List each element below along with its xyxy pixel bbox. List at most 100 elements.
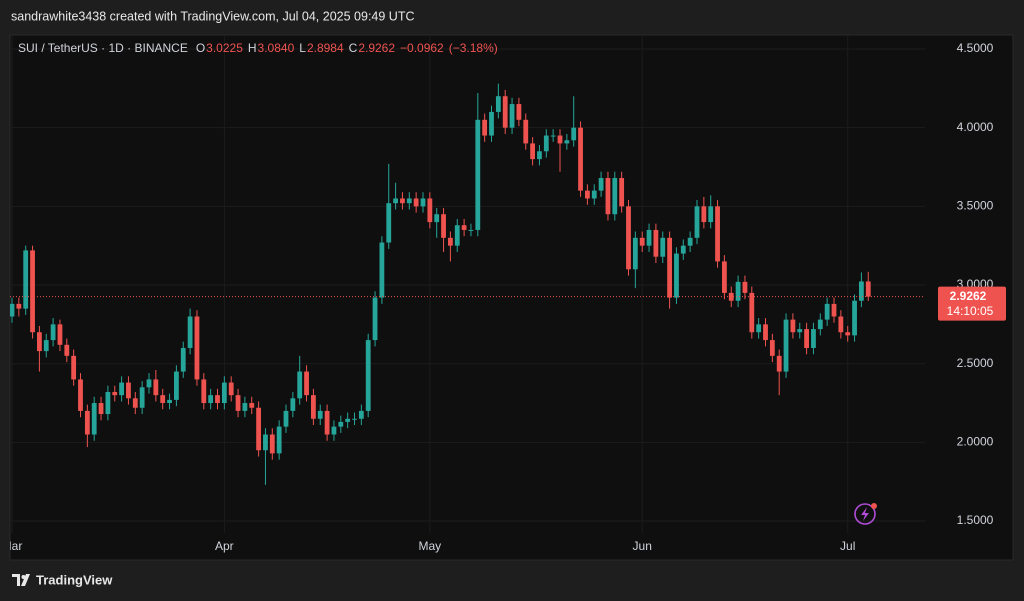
candle-body (824, 303, 830, 320)
y-tick-label: 4.5000 (957, 41, 994, 55)
last-price-label: 2.9262 (950, 289, 987, 303)
candle-body (489, 111, 494, 136)
candle-body (804, 329, 809, 348)
candle-body (365, 340, 371, 411)
candle-body (78, 379, 83, 411)
y-tick-label: 2.0000 (957, 435, 994, 449)
candle-body (146, 379, 152, 388)
candle-body (71, 355, 77, 380)
legend-value: 3.0840 (258, 41, 295, 55)
candle-body (564, 140, 570, 144)
candle-body (674, 253, 679, 298)
candle-body (475, 119, 481, 230)
candle-body (174, 371, 179, 400)
candle-body (228, 382, 234, 396)
candle-body (776, 355, 782, 372)
candle-body (201, 379, 207, 404)
candle-body (139, 387, 145, 408)
x-tick-label: Jun (633, 539, 652, 553)
candle-body (852, 300, 857, 336)
candle-body (495, 96, 501, 112)
candle-body (50, 324, 56, 341)
candle-body (37, 332, 42, 352)
candle-body (865, 281, 871, 297)
countdown: 14:10:05 (947, 304, 994, 318)
candle-body (126, 382, 131, 399)
candle-body (269, 434, 275, 454)
candle-body (311, 395, 316, 419)
candle-body (790, 319, 796, 333)
candle-body (427, 198, 433, 223)
candle-body (91, 403, 97, 435)
candle-body (16, 303, 22, 309)
candle-body (817, 319, 823, 330)
candle-body (598, 178, 604, 191)
candle-body (715, 206, 720, 262)
candle-body (386, 203, 392, 243)
candle-body (132, 398, 138, 408)
candle-body (646, 229, 652, 246)
legend-change-pct: (−3.18%) (449, 41, 498, 55)
candle-body (23, 250, 29, 309)
y-tick-label: 2.5000 (957, 356, 994, 370)
candle-body (290, 398, 296, 411)
candle-body (639, 237, 645, 246)
candle-body (797, 329, 803, 333)
candle-body (653, 229, 659, 257)
footer-brand: TradingView (36, 572, 113, 587)
candle-body (393, 198, 398, 204)
candle-body (64, 344, 70, 356)
candle-body (763, 324, 768, 341)
candle-body (502, 96, 508, 128)
candle-body (180, 347, 186, 372)
candle-body (317, 410, 323, 419)
candle-body (845, 332, 851, 336)
last-price-badge (938, 286, 1006, 321)
candle-body (585, 190, 590, 199)
x-tick-label: Jul (840, 539, 855, 553)
symbol: SUI / TetherUS · 1D · BINANCE (18, 41, 188, 55)
x-tick-label: May (419, 539, 442, 553)
candle-body (242, 403, 248, 411)
candle-body (578, 127, 583, 191)
candle-body (722, 261, 727, 293)
candle-body (680, 245, 686, 254)
candle-body (557, 135, 563, 144)
candle-body (406, 198, 412, 204)
candle-body (523, 119, 529, 144)
candle-body (345, 418, 351, 422)
candle-body (194, 316, 200, 380)
legend-value: 2.8984 (307, 41, 344, 55)
candle-body (187, 316, 193, 348)
legend-label: O (196, 41, 205, 55)
y-tick-label: 1.5000 (957, 513, 994, 527)
candle-body (441, 214, 446, 238)
candle-body (687, 237, 693, 246)
candle-body (434, 214, 440, 223)
x-tick-label: Mar (2, 539, 23, 553)
candle-body (372, 297, 378, 341)
candle-body (859, 281, 864, 301)
candle-body (304, 371, 309, 396)
candle-body (221, 382, 227, 404)
candle-body (632, 237, 638, 270)
candle-body (701, 206, 707, 223)
candle-body (324, 410, 330, 435)
candle-body (331, 426, 337, 435)
candle-body (454, 225, 460, 246)
legend: SUI / TetherUS · 1D · BINANCE O 3.0225 H 3.… (18, 41, 498, 55)
candle-body (448, 237, 453, 246)
candle-body (10, 303, 15, 317)
candle-body (783, 319, 789, 372)
candle-body (749, 292, 755, 333)
candle-body (208, 395, 214, 404)
candle-body (735, 281, 741, 301)
candle-body (694, 206, 700, 238)
candle-body (420, 198, 426, 207)
candle-body (769, 340, 775, 356)
candle-body (550, 135, 556, 137)
candle-body (235, 395, 241, 411)
candle-body (84, 410, 90, 435)
candle-body (358, 410, 364, 419)
legend-value: 3.0225 (206, 41, 243, 55)
